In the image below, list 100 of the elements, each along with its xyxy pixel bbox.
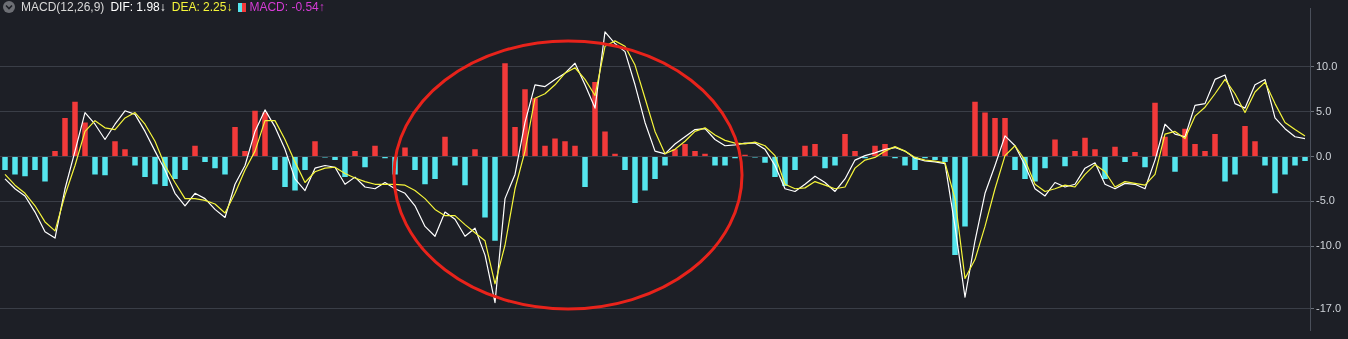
bar bbox=[1012, 157, 1018, 170]
bar bbox=[1112, 146, 1118, 156]
bar bbox=[422, 157, 428, 185]
y-tick-label: -10.0 bbox=[1316, 239, 1342, 252]
bar bbox=[812, 143, 818, 156]
bar bbox=[302, 157, 308, 170]
bar bbox=[1302, 157, 1308, 161]
bar bbox=[512, 126, 518, 156]
bar bbox=[72, 101, 78, 156]
bar bbox=[402, 147, 408, 156]
bar bbox=[482, 157, 488, 218]
bar bbox=[52, 151, 58, 156]
bar bbox=[932, 157, 938, 161]
bar bbox=[1122, 157, 1128, 162]
bar bbox=[712, 157, 718, 166]
y-tick-label: 5.0 bbox=[1316, 104, 1332, 117]
bar bbox=[822, 157, 828, 169]
bar bbox=[1082, 137, 1088, 156]
bar bbox=[312, 141, 318, 156]
bar bbox=[432, 157, 438, 179]
bar bbox=[982, 112, 988, 156]
bar bbox=[1152, 102, 1158, 156]
bar bbox=[102, 157, 108, 176]
bar bbox=[132, 157, 138, 166]
bar bbox=[962, 157, 968, 227]
bar bbox=[502, 63, 508, 156]
bar bbox=[642, 157, 648, 191]
bar bbox=[372, 145, 378, 156]
bar bbox=[282, 157, 288, 187]
bar bbox=[1142, 157, 1148, 168]
bar bbox=[262, 112, 268, 156]
text: DIF: 1.98↓ bbox=[110, 0, 166, 14]
bar bbox=[112, 141, 118, 156]
bar bbox=[1202, 151, 1208, 156]
bar bbox=[2, 157, 8, 170]
bar bbox=[852, 151, 858, 156]
bar bbox=[1262, 157, 1268, 166]
bar bbox=[552, 138, 558, 156]
bar bbox=[1192, 143, 1198, 156]
bar bbox=[682, 143, 688, 156]
bar bbox=[582, 157, 588, 187]
bar bbox=[1132, 152, 1138, 156]
bar bbox=[992, 117, 998, 156]
chart-title: MACD(12,26,9) bbox=[21, 0, 105, 14]
bar bbox=[972, 101, 978, 156]
bar bbox=[1272, 157, 1278, 194]
bar bbox=[1032, 157, 1038, 182]
y-tick-label: 10.0 bbox=[1316, 59, 1338, 72]
bar bbox=[632, 157, 638, 204]
bar bbox=[622, 157, 628, 170]
bar bbox=[762, 157, 768, 163]
bar bbox=[62, 117, 68, 156]
bar bbox=[232, 126, 238, 156]
bar bbox=[802, 145, 808, 156]
bar bbox=[442, 136, 448, 156]
bar bbox=[1212, 134, 1218, 156]
bar bbox=[152, 157, 158, 185]
bar bbox=[332, 157, 338, 161]
bar bbox=[272, 157, 278, 170]
bar bbox=[542, 145, 548, 156]
bar bbox=[722, 157, 728, 166]
y-tick-label: 0.0 bbox=[1316, 149, 1332, 162]
bar bbox=[462, 157, 468, 186]
bar bbox=[612, 153, 618, 156]
bar bbox=[212, 157, 218, 169]
bar bbox=[1252, 141, 1258, 156]
bar bbox=[1092, 149, 1098, 156]
bar bbox=[662, 157, 668, 166]
bar bbox=[352, 151, 358, 156]
bar bbox=[122, 149, 128, 156]
bar bbox=[1042, 157, 1048, 169]
bar bbox=[1072, 151, 1078, 156]
bar bbox=[902, 157, 908, 166]
y-tick-label: -17.0 bbox=[1316, 301, 1342, 314]
bar bbox=[692, 151, 698, 156]
bar bbox=[1172, 157, 1178, 172]
bar bbox=[702, 153, 708, 156]
bar bbox=[1062, 157, 1068, 167]
bar bbox=[182, 157, 188, 170]
bar bbox=[652, 157, 658, 179]
y-tick-label: -5.0 bbox=[1316, 194, 1335, 207]
bar bbox=[32, 157, 38, 170]
bar bbox=[1222, 157, 1228, 182]
bar bbox=[1292, 157, 1298, 166]
bar bbox=[1242, 126, 1248, 156]
bar bbox=[12, 157, 18, 175]
bar bbox=[572, 145, 578, 156]
text: DEA: 2.25↓ bbox=[171, 0, 233, 14]
bar bbox=[362, 157, 368, 168]
bar bbox=[452, 157, 458, 166]
bar bbox=[222, 157, 228, 175]
bar bbox=[1282, 157, 1288, 175]
bar bbox=[142, 157, 148, 178]
bar bbox=[562, 141, 568, 156]
bar bbox=[172, 157, 178, 179]
bar bbox=[22, 157, 28, 177]
bar bbox=[602, 131, 608, 156]
bar bbox=[1232, 157, 1238, 175]
legend-label: MACD: -0.54↑ bbox=[249, 0, 325, 14]
bar bbox=[492, 157, 498, 241]
